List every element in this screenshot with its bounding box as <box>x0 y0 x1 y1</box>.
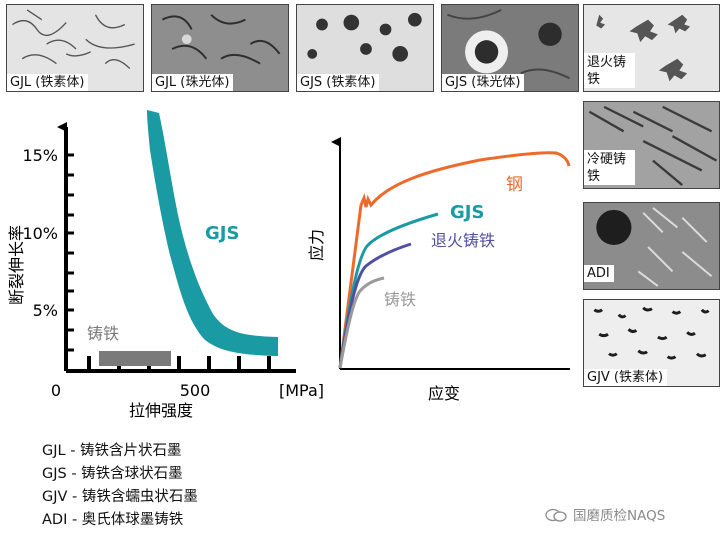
micrograph-gjs-pearlite-texture <box>447 9 571 80</box>
left-x-axis-label: 拉伸强度 <box>129 401 193 420</box>
thumb-label: 退火铸铁 <box>584 53 635 88</box>
gjs-region <box>147 110 278 356</box>
watermark-text: 国磨质检NAQS <box>573 508 666 524</box>
left-y-axis-label: 断裂伸长率 <box>7 225 26 305</box>
stress-strain-chart: 应力 应变 钢 GJS 退火铸铁 铸铁 <box>307 137 571 403</box>
watermark: 国磨质检NAQS <box>545 504 665 524</box>
micrograph-gjl-pearlite: GJL (珠光体) <box>151 4 289 92</box>
elongation-strength-chart: 15% 10% 5% 0 500 [MPa] 拉伸强度 断裂伸长率 GJS 铸铁 <box>7 110 324 420</box>
micrograph-chilled-texture <box>588 105 718 186</box>
thumb-label: GJS (珠光体) <box>442 74 525 91</box>
legend-item: GJL - 铸铁含片状石墨 <box>42 443 182 459</box>
y-tick-10: 10% <box>22 224 58 243</box>
x-tick-0: 0 <box>51 381 61 400</box>
cast-iron-region <box>99 351 171 366</box>
micrograph-gjs-ferrite: GJS (铁素体) <box>296 4 434 92</box>
micrograph-gjv-texture <box>593 306 710 360</box>
micrograph-annealed-texture <box>596 14 691 82</box>
wechat-icon <box>545 508 567 522</box>
right-x-axis-label: 应变 <box>428 384 460 403</box>
thumb-label: GJS (铁素体) <box>297 74 380 91</box>
micrograph-gjl-pearlite-texture <box>161 14 281 65</box>
cast-iron-curve <box>338 276 385 369</box>
gjs-curve-label: GJS <box>450 202 484 223</box>
legend-item: ADI - 奥氏体球墨铸铁 <box>42 512 184 528</box>
steel-curve <box>338 151 571 369</box>
thumb-label: GJL (珠光体) <box>152 74 234 91</box>
left-y-tick-marks <box>66 153 74 352</box>
thumb-label: 冷硬铸铁 <box>584 150 635 185</box>
x-unit-label: [MPa] <box>279 381 324 400</box>
micrograph-annealed-cast-iron: 退火铸铁 <box>583 4 720 92</box>
micrograph-gjs-pearlite: GJS (珠光体) <box>441 4 579 92</box>
steel-label: 钢 <box>506 175 523 195</box>
cast-iron-region-label: 铸铁 <box>87 324 119 343</box>
y-tick-15: 15% <box>22 146 58 165</box>
legend-item: GJV - 铸铁含蠕虫状石墨 <box>42 489 198 505</box>
micrograph-gjv-ferrite: GJV (铁素体) <box>583 299 720 387</box>
abbreviation-legend: GJL - 铸铁含片状石墨 GJS - 铸铁含球状石墨 GJV - 铸铁含蠕虫状… <box>42 440 198 532</box>
thumb-label: GJL (铁素体) <box>7 74 89 91</box>
legend-item: GJS - 铸铁含球状石墨 <box>42 466 183 482</box>
micrograph-gjl-ferrite-texture <box>12 9 135 70</box>
thumb-label: GJV (铁素体) <box>584 369 668 386</box>
x-tick-500: 500 <box>180 381 211 400</box>
micrograph-chilled-cast-iron: 冷硬铸铁 <box>583 101 720 189</box>
micrograph-gjl-ferrite: GJL (铁素体) <box>6 4 144 92</box>
micrograph-adi-texture <box>596 207 713 287</box>
cast-iron-curve-label: 铸铁 <box>384 290 416 309</box>
annealed-label: 退火铸铁 <box>431 231 495 250</box>
micrograph-gjs-ferrite-texture <box>307 12 422 62</box>
thumb-label: ADI <box>584 265 614 282</box>
y-tick-5: 5% <box>33 301 58 320</box>
right-y-axis-label: 应力 <box>307 229 326 261</box>
micrograph-adi: ADI <box>583 202 720 290</box>
gjs-region-label: GJS <box>205 223 239 244</box>
